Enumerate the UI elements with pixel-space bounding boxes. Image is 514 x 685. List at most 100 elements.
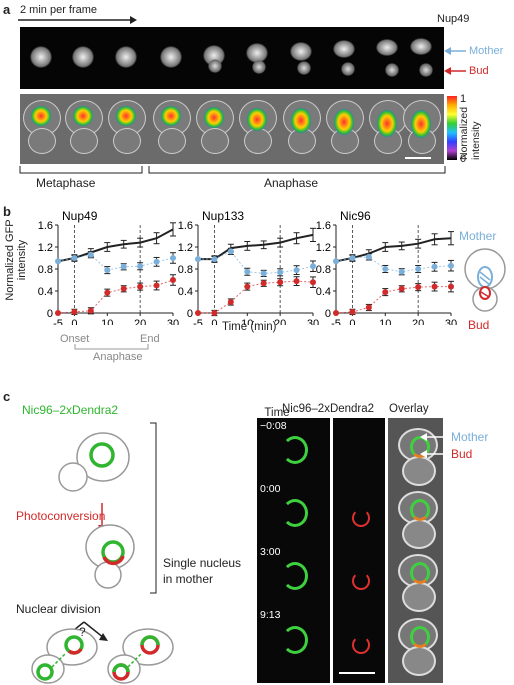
data-point-mother <box>415 266 422 272</box>
data-point-mother <box>104 267 111 274</box>
data-point-bud <box>120 285 127 292</box>
heatmap-nucleus <box>204 106 224 129</box>
y-tick-label: 0.4 <box>316 286 331 298</box>
data-point-mother <box>170 255 176 261</box>
data-point-bud <box>277 279 284 286</box>
data-point-mother <box>310 263 316 270</box>
heatmap-nucleus <box>116 106 136 126</box>
x-tick-label: 10 <box>241 318 253 325</box>
overlay-bud <box>402 519 436 549</box>
data-point-bud <box>55 310 61 316</box>
colorbar-bottom-label: 0 <box>460 153 467 165</box>
phase-brackets <box>19 166 446 174</box>
colorbar <box>447 96 457 160</box>
data-point-mother <box>382 266 389 272</box>
green-nucleus <box>282 626 308 654</box>
data-point-bud <box>333 310 339 316</box>
overlay-nucleus <box>410 626 430 648</box>
nucleus-signal <box>290 41 312 61</box>
data-point-bud <box>431 283 438 290</box>
bud-signal <box>252 60 266 74</box>
data-point-mother <box>195 256 201 263</box>
y-tick-label: 0.4 <box>178 286 193 298</box>
data-point-mother <box>398 268 405 275</box>
data-point-bud <box>153 282 160 289</box>
data-point-mother <box>211 256 218 263</box>
nucleus-signal <box>30 46 52 68</box>
bud-outline <box>28 128 56 154</box>
nup49-label: Nup49 <box>437 13 470 25</box>
y-tick-label: 0.4 <box>38 286 53 298</box>
bud-signal <box>208 59 222 73</box>
nuclear-division-label: Nuclear division <box>16 602 101 616</box>
x-tick-label: 0 <box>349 318 355 325</box>
heatmap-nucleus <box>377 109 397 138</box>
nucleus-signal <box>160 46 182 68</box>
y-tick-label: 1.2 <box>178 242 193 254</box>
bud-label-b: Bud <box>468 318 490 332</box>
time-stamp-1: −0:08 <box>260 420 287 432</box>
heatmap-nucleus <box>291 108 311 133</box>
data-point-bud <box>365 304 372 311</box>
x-tick-label: -5 <box>193 318 203 325</box>
mother-bud-arrows <box>444 47 466 75</box>
data-point-mother <box>277 269 284 276</box>
data-point-bud <box>310 279 316 286</box>
data-point-bud <box>260 280 267 287</box>
overlay-bud <box>402 456 436 486</box>
data-point-mother <box>365 253 372 260</box>
data-point-bud <box>104 289 111 296</box>
chart-title: Nup49 <box>62 209 98 223</box>
data-point-bud <box>87 307 94 314</box>
data-point-bud <box>227 299 234 305</box>
schematic-cell <box>464 248 506 312</box>
x-tick-label: 30 <box>307 318 319 325</box>
data-point-bud <box>349 308 356 315</box>
green-nucleus <box>282 562 308 590</box>
green-nucleus <box>282 499 308 527</box>
nucleus-signal <box>410 38 432 55</box>
data-point-mother <box>87 251 94 258</box>
x-tick-label: 30 <box>167 318 179 325</box>
data-point-mother <box>349 255 356 261</box>
data-point-bud <box>137 283 144 290</box>
data-point-bud <box>195 310 201 316</box>
data-point-bud <box>398 285 405 292</box>
data-point-mother <box>153 258 160 265</box>
time-stamp-4: 9:13 <box>260 609 281 621</box>
colorbar-top-label: 1 <box>460 93 467 105</box>
time-stamp-3: 3:00 <box>260 546 281 558</box>
bud-outline <box>158 128 186 154</box>
data-point-bud <box>71 308 78 315</box>
green-nucleus <box>282 436 308 464</box>
data-point-bud <box>211 310 218 316</box>
series-line-bud <box>335 286 451 314</box>
bud-outline <box>201 128 229 154</box>
y-tick-label: 1.2 <box>316 242 331 254</box>
data-point-bud <box>448 283 454 290</box>
single-nucleus-label: Single nucleus in mother <box>163 556 242 586</box>
bud-label-c: Bud <box>451 447 473 461</box>
overlay-nucleus <box>410 499 430 521</box>
bud-outline <box>113 128 141 154</box>
series-line-mother <box>198 250 314 274</box>
y-tick-label: 0.8 <box>178 264 193 276</box>
question-label: ? <box>79 625 86 639</box>
red-nucleus <box>352 636 370 654</box>
y-tick-label: 1.6 <box>316 220 331 232</box>
bud-label-a: Bud <box>469 65 489 77</box>
y-tick-label: 0.8 <box>316 264 331 276</box>
scale-bar-c <box>339 672 375 674</box>
frame-rate-label: 2 min per frame <box>20 4 98 16</box>
bud-signal <box>419 63 434 78</box>
y-tick-label: 0 <box>47 308 53 320</box>
end-label: End <box>140 333 160 345</box>
nucleus-signal <box>333 40 355 58</box>
overlay-bud <box>402 582 436 612</box>
data-point-mother <box>244 268 251 275</box>
x-tick-label: 0 <box>211 318 217 325</box>
frame-rate-arrow <box>18 16 137 24</box>
mother-label-a: Mother <box>469 45 504 57</box>
